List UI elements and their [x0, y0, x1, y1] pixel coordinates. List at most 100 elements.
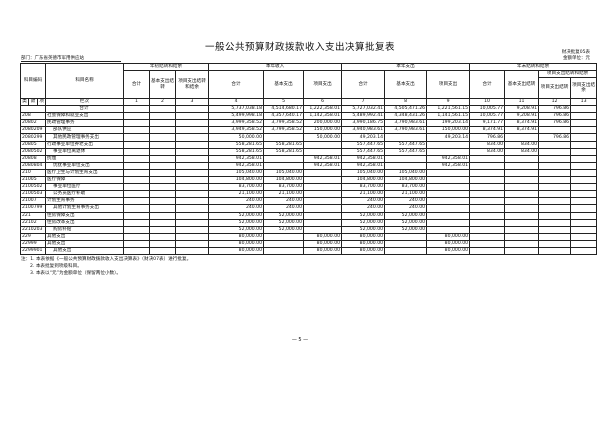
amount-cell: 3,999,358.52 [208, 119, 265, 128]
amount-cell [504, 154, 540, 163]
amount-cell: 10,005.77 [469, 112, 506, 121]
table-row: 2080299 其他民政管理事务支出 50,000.00 50,000.00 49,20… [19, 133, 598, 142]
subject-name: 其他支出 [45, 246, 125, 256]
amount-cell [303, 168, 343, 178]
amount-cell [123, 197, 151, 206]
amount-cell: 3,940,983.61 [341, 126, 386, 135]
subject-name: 计划生育事务 [45, 197, 125, 206]
amount-cell: 80,000.00 [341, 239, 386, 248]
amount-cell: 52,000.00 [384, 218, 428, 227]
amount-cell [426, 190, 471, 199]
amount-cell: 50,000.00 [303, 133, 343, 142]
amount-cell [303, 197, 343, 206]
amount-cell [149, 133, 177, 142]
approval-table: 科目编码 科目名称 年初结转和结余 本年收入 本年支出 年末结转和结余 合计 基… [19, 63, 598, 256]
amount-cell [504, 211, 540, 220]
amount-cell [123, 154, 151, 163]
amount-cell [149, 140, 177, 149]
amount-cell [123, 147, 151, 156]
amount-cell: 4,514,680.17 [263, 105, 305, 114]
amount-cell [175, 204, 210, 213]
amount-cell: 52,000.00 [263, 218, 305, 227]
amount-cell [469, 218, 506, 227]
amount-cell [175, 168, 210, 178]
amount-cell [504, 168, 540, 178]
amount-cell [303, 140, 343, 149]
amount-cell: 104,800.00 [384, 176, 428, 185]
header-income: 本年收入 [208, 63, 343, 71]
amount-cell [123, 246, 151, 256]
column-number: 3 [175, 97, 210, 107]
subject-name: 其他民政管理事务支出 [45, 133, 125, 142]
amount-cell: 80,000.00 [303, 239, 343, 248]
notes: 注：1. 本表依据《一般公共预算财政拨款收入支出决算表》（财决07表）进行批复。… [21, 256, 191, 277]
amount-cell [538, 154, 572, 163]
amount-cell: 942,358.01 [341, 161, 386, 170]
amount-cell [175, 190, 210, 199]
amount-cell [469, 232, 506, 241]
amount-cell [123, 140, 151, 149]
amount-cell [426, 225, 471, 234]
amount-cell [570, 232, 598, 241]
amount-cell [123, 211, 151, 220]
amount-cell: 10,005.77 [469, 105, 506, 114]
amount-cell [504, 133, 540, 142]
amount-cell: 8,374.91 [504, 119, 540, 128]
column-number: 12 [538, 97, 572, 107]
amount-cell: 557,447.65 [341, 140, 386, 149]
column-number: 13 [570, 97, 598, 107]
department-label: 部门：广东省英德市军用供应站 [21, 55, 121, 62]
amount-cell [426, 204, 471, 213]
amount-cell: 796.86 [538, 112, 572, 121]
amount-cell [303, 147, 343, 156]
amount-cell [570, 105, 598, 114]
table-row: 2100503 公务员医疗补助 21,100.00 21,100.00 21,100.0… [19, 190, 598, 199]
page-title: 一般公共预算财政拨款收入支出决算批复表 [204, 42, 395, 53]
table-row: 22999 其他支出 80,000.00 80,000.00 80,000.00 80,0… [19, 239, 598, 248]
amount-cell: 105,040.00 [384, 168, 428, 178]
amount-cell: 796.86 [469, 133, 506, 142]
subject-code: 20802 [19, 119, 47, 128]
amount-cell [426, 168, 471, 178]
amount-cell [469, 154, 506, 163]
amount-cell [149, 232, 177, 241]
header-lei: 类 [20, 97, 29, 107]
amount-cell [175, 161, 210, 170]
subject-name: 事业单位离退休 [45, 147, 125, 156]
amount-cell: 4,357,640.17 [263, 112, 305, 121]
header-expense: 本年支出 [341, 63, 471, 71]
note-3: 3. 本表以“元”为金额单位（保留两位小数）。 [30, 271, 121, 276]
amount-cell [175, 218, 210, 227]
amount-cell [469, 183, 506, 192]
amount-cell: 3,790,983.61 [384, 119, 428, 128]
amount-cell [149, 225, 177, 234]
amount-cell: 105,040.00 [263, 168, 305, 178]
subject-code: 22102 [19, 218, 47, 227]
amount-cell [469, 161, 506, 170]
amount-cell [570, 225, 598, 234]
amount-cell: 796.86 [538, 133, 572, 142]
note-1: 注：1. 本表依据《一般公共预算财政拨款收入支出决算表》（财决07表）进行批复。 [21, 257, 192, 262]
amount-cell [469, 246, 506, 256]
amount-cell [570, 190, 598, 199]
amount-cell [123, 168, 151, 178]
amount-cell [175, 119, 210, 128]
amount-cell: 9,171.77 [469, 119, 506, 128]
table-row: 210 医疗卫生与计划生育支出 105,040.00 105,040.00 105,04… [19, 168, 598, 178]
subject-code: 2299901 [19, 246, 47, 256]
amount-cell [149, 197, 177, 206]
subject-name: 公务员医疗补助 [45, 190, 125, 199]
header-expense-basic: 基本支出 [384, 70, 428, 99]
amount-cell [384, 133, 428, 142]
amount-cell [123, 126, 151, 135]
subject-name: 医疗卫生与计划生育支出 [45, 168, 125, 178]
amount-cell: 80,000.00 [341, 232, 386, 241]
amount-cell: 80,000.00 [303, 246, 343, 256]
amount-cell: 796.86 [538, 105, 572, 114]
header-opening-total: 合计 [123, 70, 151, 99]
subject-name: 其他支出 [45, 232, 125, 241]
column-number: 4 [208, 97, 265, 107]
subject-name: 其他计划生育事务支出 [45, 204, 125, 213]
header-closing: 年末结转和结余 [469, 63, 598, 71]
amount-cell [123, 239, 151, 248]
